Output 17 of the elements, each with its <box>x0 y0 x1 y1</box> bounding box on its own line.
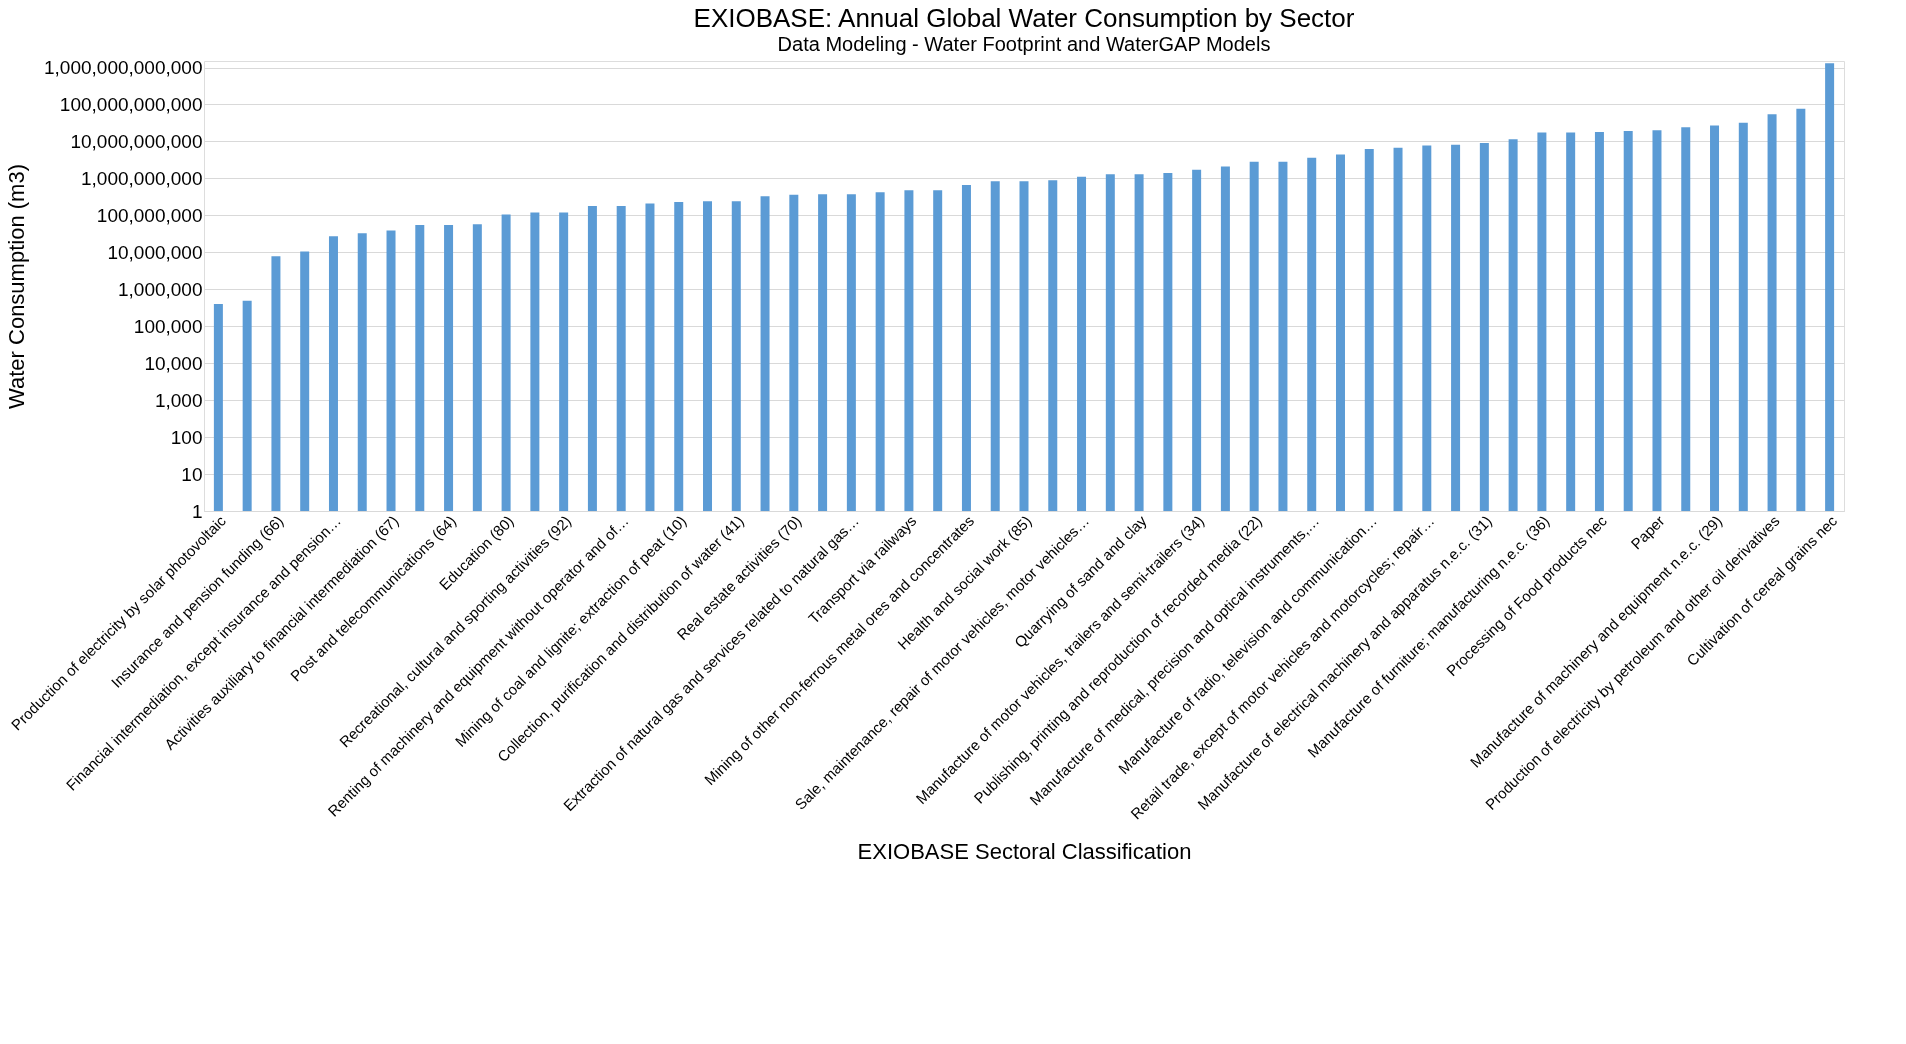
y-tick-label: 1,000,000,000,000 <box>44 57 203 79</box>
chart-title: EXIOBASE: Annual Global Water Consumption by Sector <box>693 2 1355 33</box>
y-tick-label: 100,000,000 <box>96 204 203 226</box>
y-tick-label: 1,000,000,000 <box>80 167 203 189</box>
x-axis-title: EXIOBASE Sectoral Classification <box>857 838 1192 864</box>
y-tick-label: 1 <box>191 500 203 522</box>
y-tick-label: 100,000 <box>133 315 203 337</box>
y-tick-label: 10 <box>181 463 203 485</box>
y-tick-label: 10,000 <box>144 352 203 374</box>
y-tick-label: 10,000,000,000 <box>70 130 203 152</box>
y-tick-label: 1,000,000 <box>117 278 203 300</box>
chart-subtitle: Data Modeling - Water Footprint and WaterGAP Models <box>777 32 1271 55</box>
y-tick-label: 1,000 <box>154 389 203 411</box>
y-axis-title: Water Consumption (m3) <box>4 164 30 409</box>
y-tick-label: 10,000,000 <box>107 241 203 263</box>
y-tick-label: 100,000,000,000 <box>59 93 203 115</box>
y-tick-label: 100 <box>170 426 203 448</box>
